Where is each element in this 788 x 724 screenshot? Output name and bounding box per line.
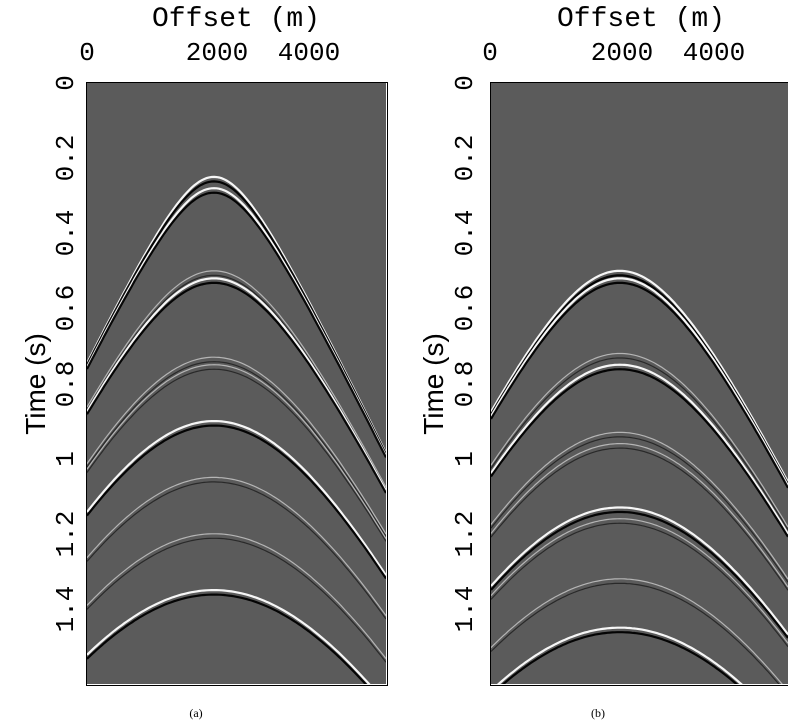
y-tick-label: 1 [51, 451, 81, 467]
y-tick-label: 1.4 [51, 585, 81, 633]
gather-background [87, 83, 386, 684]
reflection-event [87, 593, 368, 684]
reflection-event [87, 356, 386, 535]
seismic-gather-a [86, 82, 388, 686]
reflection-event [87, 277, 386, 492]
y-axis-title: Time (s) [418, 333, 449, 435]
seismic-image-b [491, 83, 788, 684]
y-tick-label: 0.6 [51, 284, 81, 332]
reflection-event [491, 443, 788, 588]
reflection-event [491, 363, 788, 535]
reflection-event [491, 277, 788, 487]
reflection-event [87, 191, 386, 458]
y-tick-label: 0.4 [450, 209, 480, 257]
reflection-event [87, 420, 386, 577]
y-tick-label: 0.8 [450, 360, 480, 408]
y-tick-label: 0 [450, 75, 480, 91]
y-tick-label: 0.4 [51, 209, 81, 257]
reflection-event [87, 180, 386, 455]
reflection-event [491, 352, 788, 528]
y-tick-label: 1 [450, 451, 480, 467]
x-tick-label: 0 [79, 38, 95, 68]
reflection-event [491, 578, 783, 684]
reflection-event [491, 368, 788, 538]
y-tick-label: 0 [51, 75, 81, 91]
seismic-gather-b [490, 82, 788, 686]
y-tick-label: 0.8 [51, 360, 81, 408]
x-tick-label: 0 [482, 38, 498, 68]
panel-b: Offset (m) 0 2000 4000 Time (s) 0 0.2 0.… [394, 0, 788, 724]
y-tick-label: 1.4 [450, 585, 480, 633]
y-tick-label: 0.2 [450, 134, 480, 182]
reflection-event [87, 368, 386, 542]
reflection-event [87, 476, 386, 617]
reflection-event [87, 537, 386, 663]
reflection-event [87, 589, 371, 684]
panel-caption: (a) [189, 706, 203, 720]
x-tick-label: 2000 [185, 38, 249, 68]
reflection-event [491, 431, 788, 580]
reflection-event [491, 582, 780, 684]
reflection-event [491, 357, 788, 531]
reflection-event [491, 522, 788, 648]
y-tick-label: 0.6 [450, 284, 480, 332]
reflection-event [501, 631, 739, 684]
x-tick-label: 2000 [590, 38, 654, 68]
reflection-event [491, 281, 788, 489]
x-axis-title: Offset (m) [556, 4, 726, 35]
reflection-event [87, 361, 386, 538]
reflection-event [491, 506, 788, 636]
x-tick-label: 4000 [277, 38, 341, 68]
x-axis-title: Offset (m) [151, 4, 321, 35]
y-tick-label: 1.2 [51, 510, 81, 558]
x-tick-label: 4000 [682, 38, 746, 68]
reflection-event [87, 364, 386, 539]
reflection-event [491, 436, 788, 583]
reflection-event [87, 533, 386, 659]
reflection-event [87, 281, 386, 494]
reflection-event [491, 447, 788, 591]
reflection-event [491, 510, 788, 639]
reflection-event [87, 481, 386, 620]
y-tick-label: 1.2 [450, 510, 480, 558]
reflection-event [87, 424, 386, 580]
panel-a: Offset (m) 0 2000 4000 Time (s) 0 0.2 0.… [20, 4, 388, 720]
reflection-event [491, 518, 788, 644]
reflection-event [87, 270, 386, 488]
reflection-event [496, 626, 743, 684]
seismic-image-a [87, 83, 386, 684]
y-axis-title: Time (s) [20, 333, 51, 435]
reflection-event [491, 269, 788, 483]
panel-caption: (b) [591, 706, 605, 720]
y-tick-label: 0.2 [51, 134, 81, 182]
